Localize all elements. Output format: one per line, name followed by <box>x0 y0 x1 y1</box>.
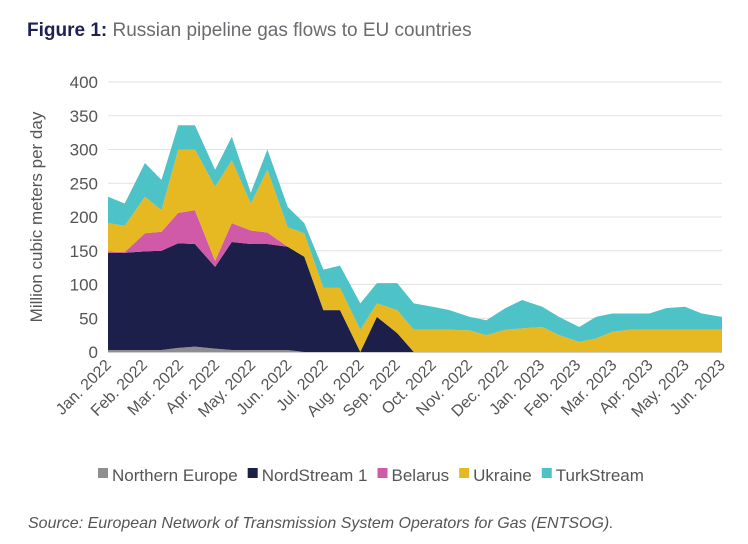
y-tick-label: 350 <box>70 107 98 126</box>
legend-label: Northern Europe <box>112 466 238 485</box>
legend-label: NordStream 1 <box>262 466 368 485</box>
y-tick-label: 400 <box>70 73 98 92</box>
legend-item: Belarus <box>377 466 450 485</box>
y-tick-label: 50 <box>79 309 98 328</box>
area-belarus <box>108 210 722 352</box>
y-tick-label: 150 <box>70 242 98 261</box>
y-tick-label: 300 <box>70 141 98 160</box>
y-tick-label: 0 <box>89 343 98 362</box>
legend-swatch <box>247 468 258 478</box>
y-tick-label: 200 <box>70 208 98 227</box>
legend: Northern Europe NordStream 1 Belarus Ukrain… <box>98 466 644 485</box>
figure-title-text: Russian pipeline gas flows to EU countri… <box>112 20 472 41</box>
areas <box>108 125 722 352</box>
legend-swatch <box>377 468 388 478</box>
legend-item: Ukraine <box>459 466 532 485</box>
legend-label: Ukraine <box>473 466 532 485</box>
figure-title: Figure 1: Russian pipeline gas flows to … <box>27 20 472 42</box>
legend-label: Belarus <box>392 466 450 485</box>
legend-item: Northern Europe <box>98 466 238 485</box>
area-ukraine <box>108 149 722 352</box>
source-note: Source: European Network of Transmission… <box>28 515 614 532</box>
figure-number: Figure 1: <box>27 20 108 41</box>
legend-swatch <box>541 468 552 478</box>
legend-label: TurkStream <box>556 466 644 485</box>
legend-swatch <box>459 468 470 478</box>
y-axis-ticks: 0 50 100 150 200 250 300 350 400 <box>70 73 98 362</box>
legend-swatch <box>98 468 108 478</box>
legend-item: TurkStream <box>541 466 644 485</box>
y-tick-label: 100 <box>70 276 98 295</box>
area-nordstream-1 <box>108 242 722 352</box>
area-northern-europe <box>108 346 722 352</box>
y-axis-label: Million cubic meters per day <box>27 111 46 322</box>
y-tick-label: 250 <box>70 174 98 193</box>
area-turkstream <box>108 125 722 342</box>
legend-item: NordStream 1 <box>247 466 368 485</box>
